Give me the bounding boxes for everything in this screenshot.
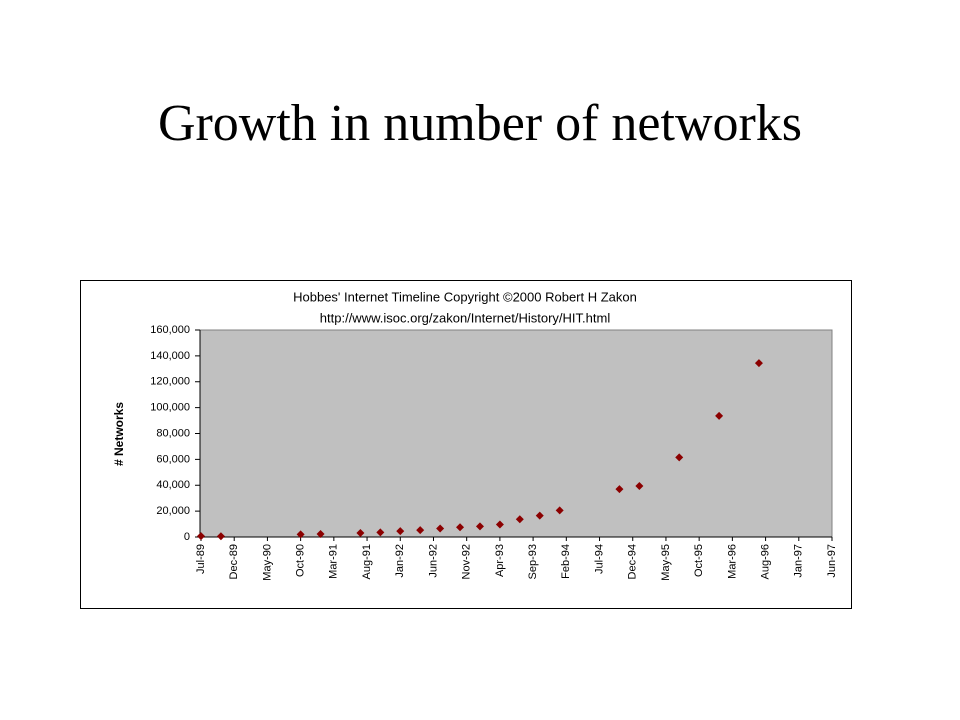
data-point: [515, 515, 524, 524]
data-point: [635, 482, 644, 491]
data-point: [296, 530, 305, 539]
slide-title: Growth in number of networks: [158, 95, 802, 152]
y-tick-label: 60,000: [156, 453, 190, 465]
x-tick-label: Jun-92: [427, 544, 439, 578]
x-tick-label: Feb-94: [560, 544, 572, 579]
data-point: [197, 532, 205, 541]
plot-area: [199, 329, 833, 538]
data-point: [356, 529, 365, 538]
data-point: [316, 529, 325, 538]
y-axis-label: # Networks: [112, 402, 126, 466]
data-point: [456, 523, 465, 532]
x-tick-label: May-90: [261, 544, 273, 581]
x-tick-label: Mar-96: [726, 544, 738, 579]
data-point: [615, 485, 624, 494]
x-tick-label: Sep-93: [527, 544, 539, 579]
x-tick-label: Nov-92: [461, 544, 473, 579]
y-tick-label: 20,000: [156, 505, 190, 517]
data-point: [754, 359, 763, 368]
y-tick-label: 120,000: [150, 376, 190, 388]
x-tick-label: Aug-91: [361, 544, 373, 579]
x-tick-label: Jul-89: [195, 544, 207, 574]
x-tick-label: Mar-91: [328, 544, 340, 579]
data-point: [675, 453, 684, 462]
y-tick-label: 80,000: [156, 427, 190, 439]
data-point: [216, 532, 225, 541]
chart-subtitle: http://www.isoc.org/zakon/Internet/Histo…: [320, 310, 611, 325]
chart-title: Hobbes' Internet Timeline Copyright ©200…: [293, 289, 637, 304]
data-point: [475, 522, 484, 531]
data-point: [436, 524, 445, 533]
x-tick-label: May-95: [660, 544, 672, 581]
data-point: [555, 506, 564, 515]
data-point: [376, 528, 385, 537]
x-tick-label: Jan-92: [394, 544, 406, 578]
x-tick-label: Apr-93: [494, 544, 506, 577]
x-tick-label: Dec-89: [228, 544, 240, 579]
y-tick-label: 100,000: [150, 402, 190, 414]
x-tick-label: Oct-95: [693, 544, 705, 577]
x-tick-label: Dec-94: [627, 544, 639, 579]
x-tick-label: Jun-97: [826, 544, 838, 578]
x-tick-label: Oct-90: [295, 544, 307, 577]
data-point: [495, 520, 504, 529]
data-point: [715, 411, 724, 420]
y-tick-label: 140,000: [150, 350, 190, 362]
data-point: [396, 527, 405, 536]
y-tick-label: 160,000: [150, 324, 190, 336]
y-tick-label: 40,000: [156, 479, 190, 491]
x-tick-label: Aug-96: [759, 544, 771, 579]
x-tick-label: Jul-94: [593, 544, 605, 574]
data-point: [535, 511, 544, 520]
data-point: [416, 526, 425, 535]
x-tick-label: Jan-97: [793, 544, 805, 578]
y-tick-label: 0: [184, 531, 190, 543]
